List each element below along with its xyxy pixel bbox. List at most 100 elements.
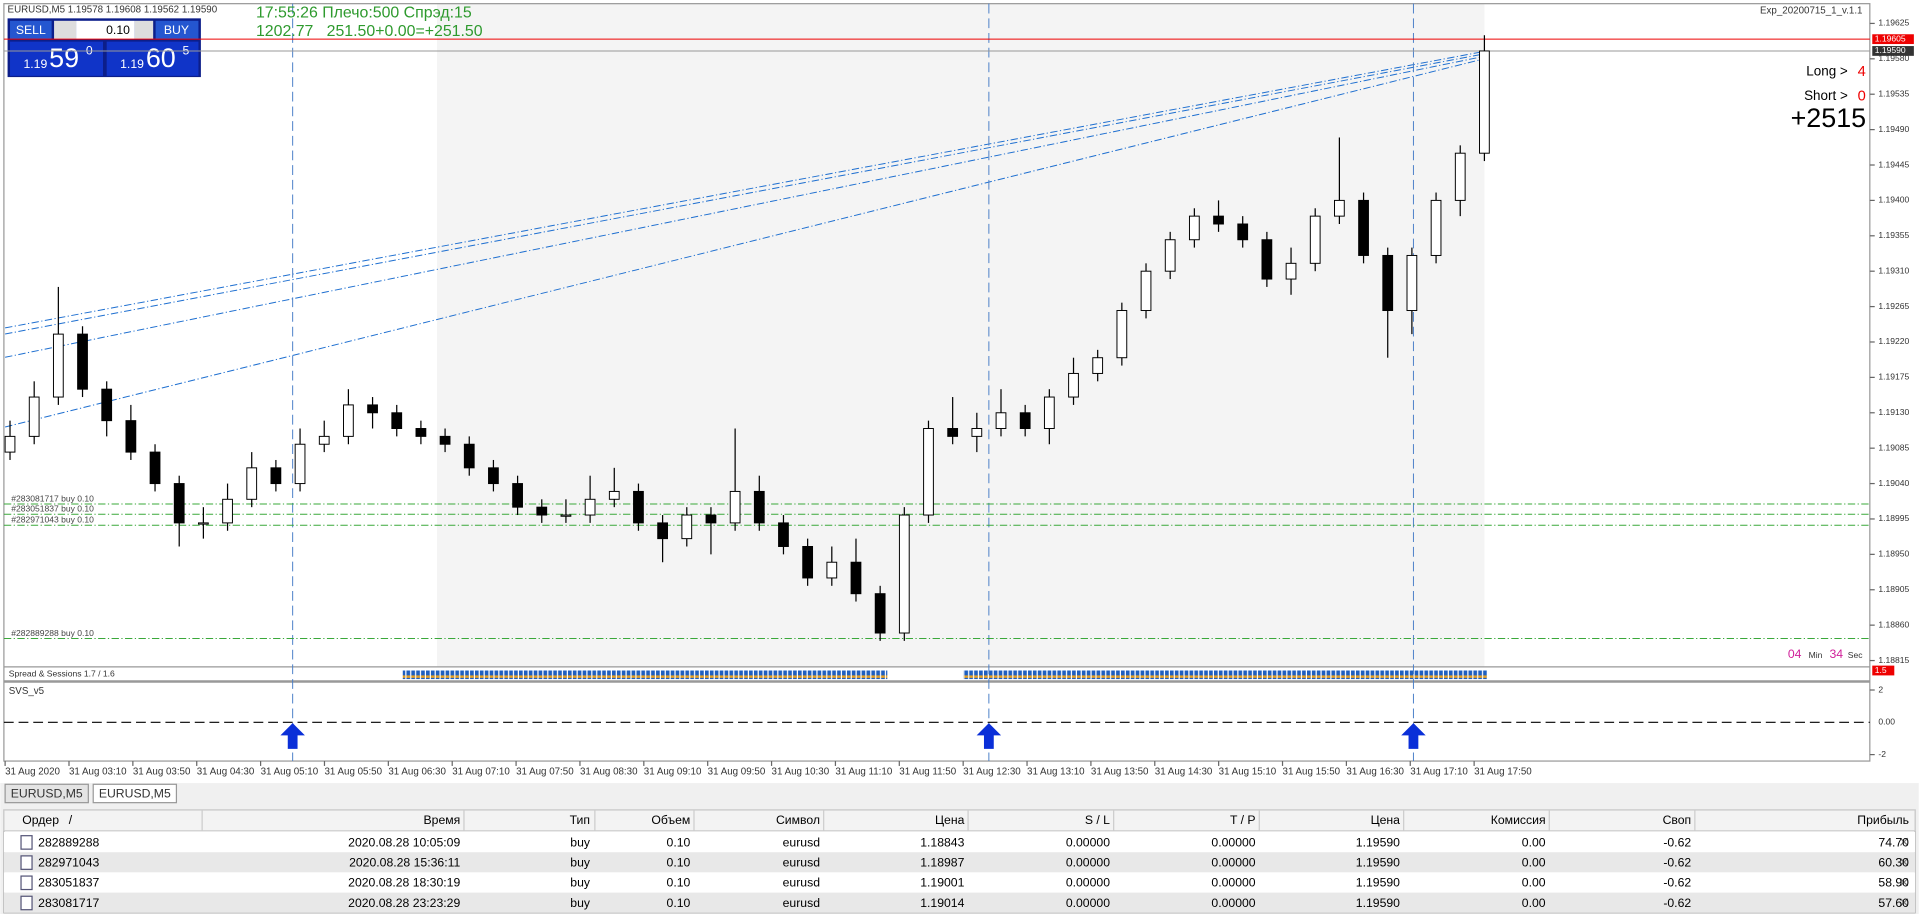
x-tick-label: 31 Aug 11:50 xyxy=(899,767,956,778)
x-tick-label: 31 Aug 16:30 xyxy=(1346,767,1404,778)
y-tick-label: 1.19040 xyxy=(1878,478,1909,488)
table-cell: 1.19014 xyxy=(920,896,964,910)
table-cell: -0.62 xyxy=(1663,855,1691,869)
order-icon xyxy=(20,895,33,911)
candle-body xyxy=(28,396,40,437)
table-header: Время xyxy=(424,813,461,827)
session-shade xyxy=(437,3,1485,667)
candle-body xyxy=(753,490,765,524)
table-cell: 282889288 xyxy=(38,835,99,849)
x-tick-label: 31 Aug 13:50 xyxy=(1091,767,1149,778)
short-label: Short > xyxy=(1804,88,1848,103)
y-tick-label: 0.00 xyxy=(1878,717,1895,727)
table-cell: 283051837 xyxy=(38,876,99,890)
candle-body xyxy=(1430,199,1442,256)
table-row xyxy=(3,832,1916,853)
long-count: 4 xyxy=(1858,64,1866,80)
order-label: #283051837 buy 0.10 xyxy=(11,504,94,514)
bid-box[interactable] xyxy=(10,41,104,76)
table-cell: 1.18987 xyxy=(920,855,964,869)
svs-title: SVS_v5 xyxy=(9,686,45,697)
y-tick-label: 1.18950 xyxy=(1878,549,1909,559)
candle-body xyxy=(1358,199,1369,256)
table-cell: 0.10 xyxy=(667,896,691,910)
info-line: 17:55:26 Плечо:500 Спрэд:15 xyxy=(256,5,472,22)
tab[interactable] xyxy=(4,783,89,804)
table-header: Ордер xyxy=(22,813,59,827)
table-cell: 0.00000 xyxy=(1211,855,1255,869)
spread-bars xyxy=(963,670,1487,680)
y-tick-label: 1.18905 xyxy=(1878,584,1909,594)
candle-body xyxy=(1188,215,1200,241)
order-icon xyxy=(20,855,33,870)
candle-body xyxy=(1309,215,1321,264)
table-header: Тип xyxy=(570,813,590,827)
table-cell: 283081717 xyxy=(38,896,99,910)
spread-level-box xyxy=(1872,665,1895,676)
x-tick-label: 31 Aug 09:50 xyxy=(708,767,766,778)
y-tick-label: 1.19265 xyxy=(1878,301,1909,311)
table-row xyxy=(3,852,1916,873)
close-icon xyxy=(1899,837,1909,846)
order-icon xyxy=(20,835,33,850)
table-cell: 0.10 xyxy=(667,876,691,890)
x-tick-label: 31 Aug 04:30 xyxy=(197,767,255,778)
x-tick-label: 31 Aug 14:30 xyxy=(1155,767,1213,778)
close-icon xyxy=(1899,857,1909,867)
candle-body xyxy=(415,428,427,437)
candle-body xyxy=(1068,372,1079,398)
table-cell: 0.00000 xyxy=(1211,876,1255,890)
x-tick-label: 31 Aug 09:10 xyxy=(644,767,702,778)
table-cell: 0.10 xyxy=(667,835,691,849)
x-tick-label: 31 Aug 15:10 xyxy=(1219,767,1277,778)
tab[interactable] xyxy=(92,783,178,804)
orders-table: Ордер / Время Тип Объем Символ Цена S / L T / P Ц… xyxy=(3,809,1916,914)
candle-body xyxy=(1454,152,1466,201)
candle-body xyxy=(1043,396,1055,429)
candle-body xyxy=(294,443,306,485)
candle-body xyxy=(77,333,88,390)
ask-big: 1.19 xyxy=(120,57,144,71)
x-tick-label: 31 Aug 03:10 xyxy=(69,767,127,778)
candle-body xyxy=(1140,270,1152,312)
candle-body xyxy=(463,443,475,469)
timer-min: 04 xyxy=(1788,647,1802,661)
window-title: EURUSD,M5 1.19578 1.19608 1.19562 1.1959… xyxy=(8,4,218,15)
candle-body xyxy=(391,412,403,429)
table-cell: 1.19590 xyxy=(1356,855,1400,869)
table-cell: 57.60 xyxy=(1878,896,1909,910)
table-cell: buy xyxy=(570,855,591,869)
candle-body xyxy=(1116,310,1128,359)
y-tick-label: 1.19310 xyxy=(1878,265,1909,275)
buy-button[interactable] xyxy=(155,20,199,40)
x-tick-label: 31 Aug 13:10 xyxy=(1027,767,1085,778)
table-header: T / P xyxy=(1230,813,1256,827)
candle-body xyxy=(197,522,209,525)
timer-min-label: Min xyxy=(1809,650,1823,660)
table-cell: 282971043 xyxy=(38,855,99,869)
table-header: / xyxy=(69,813,73,827)
candle-body xyxy=(584,498,596,516)
candle-body xyxy=(923,428,934,516)
x-tick-label: 31 Aug 17:10 xyxy=(1410,767,1468,778)
lot-input[interactable] xyxy=(76,20,135,40)
table-cell: 2020.08.28 23:23:29 xyxy=(348,896,460,910)
table-cell: 1.19590 xyxy=(1356,876,1400,890)
x-tick-label: 31 Aug 2020 xyxy=(5,767,60,778)
order-lines xyxy=(5,50,1485,428)
candle-body xyxy=(222,498,233,524)
candle-body xyxy=(246,467,258,500)
sell-button[interactable] xyxy=(10,20,52,40)
table-header: Символ xyxy=(776,813,820,827)
lot-down[interactable] xyxy=(54,20,77,40)
close-icon xyxy=(1899,898,1909,907)
table-header: S / L xyxy=(1085,813,1110,827)
candle-body xyxy=(4,435,16,453)
table-cell: eurusd xyxy=(783,896,821,910)
lot-up[interactable] xyxy=(134,20,154,40)
order-label: #282889288 buy 0.10 xyxy=(11,628,94,638)
table-cell: buy xyxy=(570,896,591,910)
ask-box[interactable] xyxy=(106,41,199,76)
table-cell: 74.70 xyxy=(1878,835,1909,849)
x-tick-label: 31 Aug 03:50 xyxy=(133,767,191,778)
